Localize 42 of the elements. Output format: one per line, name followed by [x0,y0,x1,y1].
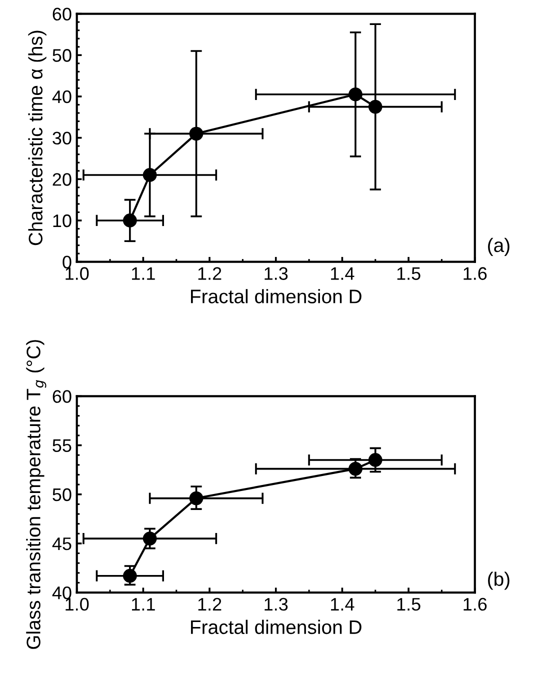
point [122,568,137,583]
text: (a) [488,238,510,256]
y-tick-label: 40 [52,90,72,104]
x-tick-label: 1.2 [198,598,222,610]
x-tick-label: 1.0 [66,598,89,611]
x-tick-label: 1.4 [331,267,354,280]
point [142,532,157,546]
y-tick-label: 40 [52,586,72,600]
x-axis-title: Fractal dimension D [191,289,362,304]
y-tick-label: 60 [52,8,72,20]
y-tick-label: 30 [52,132,72,145]
text: (b) [488,572,510,590]
x-tick-label: 1.5 [397,598,420,611]
point [368,453,382,467]
x-tick-label: 1.4 [331,598,354,610]
x-tick-label: 1.2 [198,267,222,280]
point [142,168,157,182]
x-tick-label: 1.3 [264,267,288,280]
x-tick-label: 1.5 [397,267,420,280]
x-axis-title: Fractal dimension D [191,620,362,634]
y-axis-title: Characteristic time α (hs) [28,30,46,246]
y-tick-label: 45 [52,538,72,550]
y-tick-label: 55 [52,439,72,452]
y-tick-label: 60 [52,390,72,403]
y-tick-label: 50 [52,49,72,62]
y-axis-title: Glass transition temperature T$_{g}$ (°C) [26,340,46,649]
point [368,100,382,114]
y-tick-label: 50 [52,488,72,502]
point [348,462,362,476]
x-tick-label: 1.1 [132,598,155,610]
point [348,87,362,102]
x-tick-label: 1.0 [66,267,89,280]
x-tick-label: 1.1 [132,267,155,280]
point [189,126,204,141]
point [189,491,204,506]
y-tick-label: 20 [52,173,72,186]
y-tick-label: 0 [62,256,72,269]
y-tick-label: 10 [53,214,72,228]
point [122,214,137,228]
x-tick-label: 1.6 [464,598,487,611]
x-tick-label: 1.6 [464,267,487,280]
x-tick-label: 1.3 [264,598,288,611]
